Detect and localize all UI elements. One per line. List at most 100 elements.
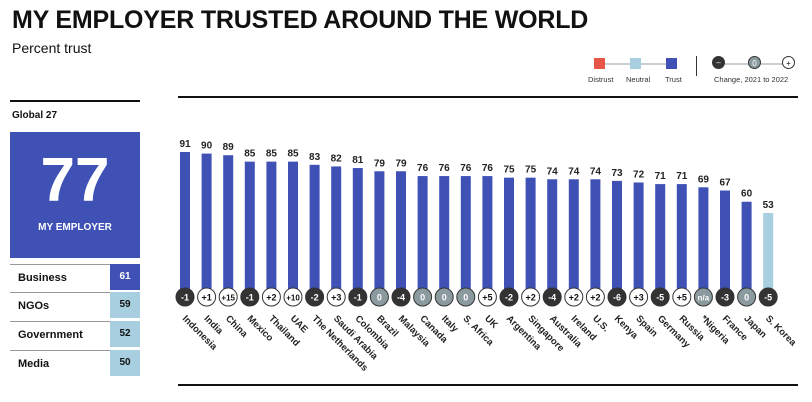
left-rule xyxy=(10,100,140,102)
category-label: UK xyxy=(482,313,500,331)
data-label: 67 xyxy=(719,178,731,189)
change-label: -6 xyxy=(613,293,621,303)
legend-trust-label: Trust xyxy=(665,75,682,84)
bar xyxy=(309,164,320,298)
change-marker xyxy=(456,287,476,307)
change-label: -1 xyxy=(354,293,362,303)
stat-value: 61 xyxy=(110,264,140,290)
change-label: -1 xyxy=(246,293,254,303)
data-label: 85 xyxy=(244,149,256,160)
change-label: -2 xyxy=(311,293,319,303)
change-marker xyxy=(391,287,411,307)
change-label: -5 xyxy=(656,293,664,303)
data-label: 82 xyxy=(331,153,343,164)
bar xyxy=(525,177,536,298)
legend-distrust-swatch xyxy=(594,58,605,69)
data-label: 53 xyxy=(763,200,775,211)
legend-connector xyxy=(725,63,749,65)
change-label: 0 xyxy=(420,293,425,303)
bar xyxy=(201,153,212,298)
data-label: 83 xyxy=(309,152,321,163)
bar xyxy=(352,168,363,298)
data-label: 71 xyxy=(676,171,688,182)
legend-neutral-swatch xyxy=(630,58,641,69)
stat-label: NGOs xyxy=(10,292,110,318)
global-employer-box: 77 MY EMPLOYER xyxy=(10,132,140,258)
legend-change-label: Change, 2021 to 2022 xyxy=(714,75,789,84)
change-marker xyxy=(585,287,605,307)
stat-value: 50 xyxy=(110,350,140,376)
chart-title: MY EMPLOYER TRUSTED AROUND THE WORLD xyxy=(12,6,589,34)
change-label: -4 xyxy=(548,293,556,303)
bar xyxy=(482,176,493,298)
change-label: 0 xyxy=(463,293,468,303)
change-marker xyxy=(672,287,692,307)
bar xyxy=(741,201,752,298)
change-label: -3 xyxy=(721,293,729,303)
change-marker xyxy=(564,287,584,307)
stat-label: Business xyxy=(10,264,110,290)
bar xyxy=(244,161,255,298)
stat-row-government: Government 52 xyxy=(10,321,140,347)
legend-change-zero-icon: 0 xyxy=(748,56,761,69)
legend-distrust-label: Distrust xyxy=(588,75,614,84)
data-label: 90 xyxy=(201,141,213,152)
data-label: 85 xyxy=(266,149,278,160)
change-marker xyxy=(413,287,433,307)
data-label: 75 xyxy=(503,165,515,176)
legend-connector xyxy=(641,63,667,65)
bar xyxy=(568,179,579,298)
change-marker xyxy=(218,287,238,307)
bar xyxy=(396,171,406,298)
change-marker xyxy=(693,287,713,307)
bar xyxy=(633,182,644,298)
bar xyxy=(439,176,450,298)
change-marker xyxy=(240,287,260,307)
change-marker xyxy=(607,287,627,307)
data-label: 91 xyxy=(179,139,191,150)
change-marker xyxy=(521,287,541,307)
change-marker xyxy=(175,287,195,307)
stat-label: Government xyxy=(10,321,110,347)
change-label: +3 xyxy=(633,293,643,303)
change-marker xyxy=(348,287,368,307)
bar xyxy=(504,177,514,298)
change-marker xyxy=(758,287,778,307)
stat-value: 59 xyxy=(110,292,140,318)
bar xyxy=(590,179,601,298)
change-marker xyxy=(261,287,281,307)
change-label: +2 xyxy=(525,293,535,303)
bar xyxy=(676,184,687,298)
change-marker xyxy=(434,287,454,307)
change-marker xyxy=(477,287,497,307)
change-label: -2 xyxy=(505,293,513,303)
change-label: +1 xyxy=(201,293,211,303)
stat-row-media: Media 50 xyxy=(10,350,140,376)
bar xyxy=(374,171,385,298)
change-marker xyxy=(197,287,217,307)
change-marker xyxy=(369,287,389,307)
bar xyxy=(266,161,277,298)
change-label: 0 xyxy=(442,293,447,303)
legend-trust-swatch xyxy=(666,58,677,69)
bar xyxy=(547,179,558,298)
change-label: 0 xyxy=(744,293,749,303)
data-label: 76 xyxy=(460,163,472,174)
change-label: 0 xyxy=(377,293,382,303)
legend-neutral-label: Neutral xyxy=(626,75,651,84)
bar xyxy=(180,152,190,298)
data-label: 79 xyxy=(395,158,407,169)
global-employer-value: 77 xyxy=(40,146,110,215)
change-marker xyxy=(305,287,325,307)
data-label: 72 xyxy=(633,169,645,180)
change-marker xyxy=(737,287,757,307)
legend-change-negative-icon: – xyxy=(712,56,725,69)
legend-connector xyxy=(605,63,631,65)
data-label: 76 xyxy=(482,163,494,174)
bar xyxy=(331,166,342,298)
data-label: 74 xyxy=(568,166,580,177)
change-marker xyxy=(499,287,519,307)
change-label: +10 xyxy=(286,294,300,303)
bar xyxy=(288,161,298,298)
bar xyxy=(417,176,428,298)
